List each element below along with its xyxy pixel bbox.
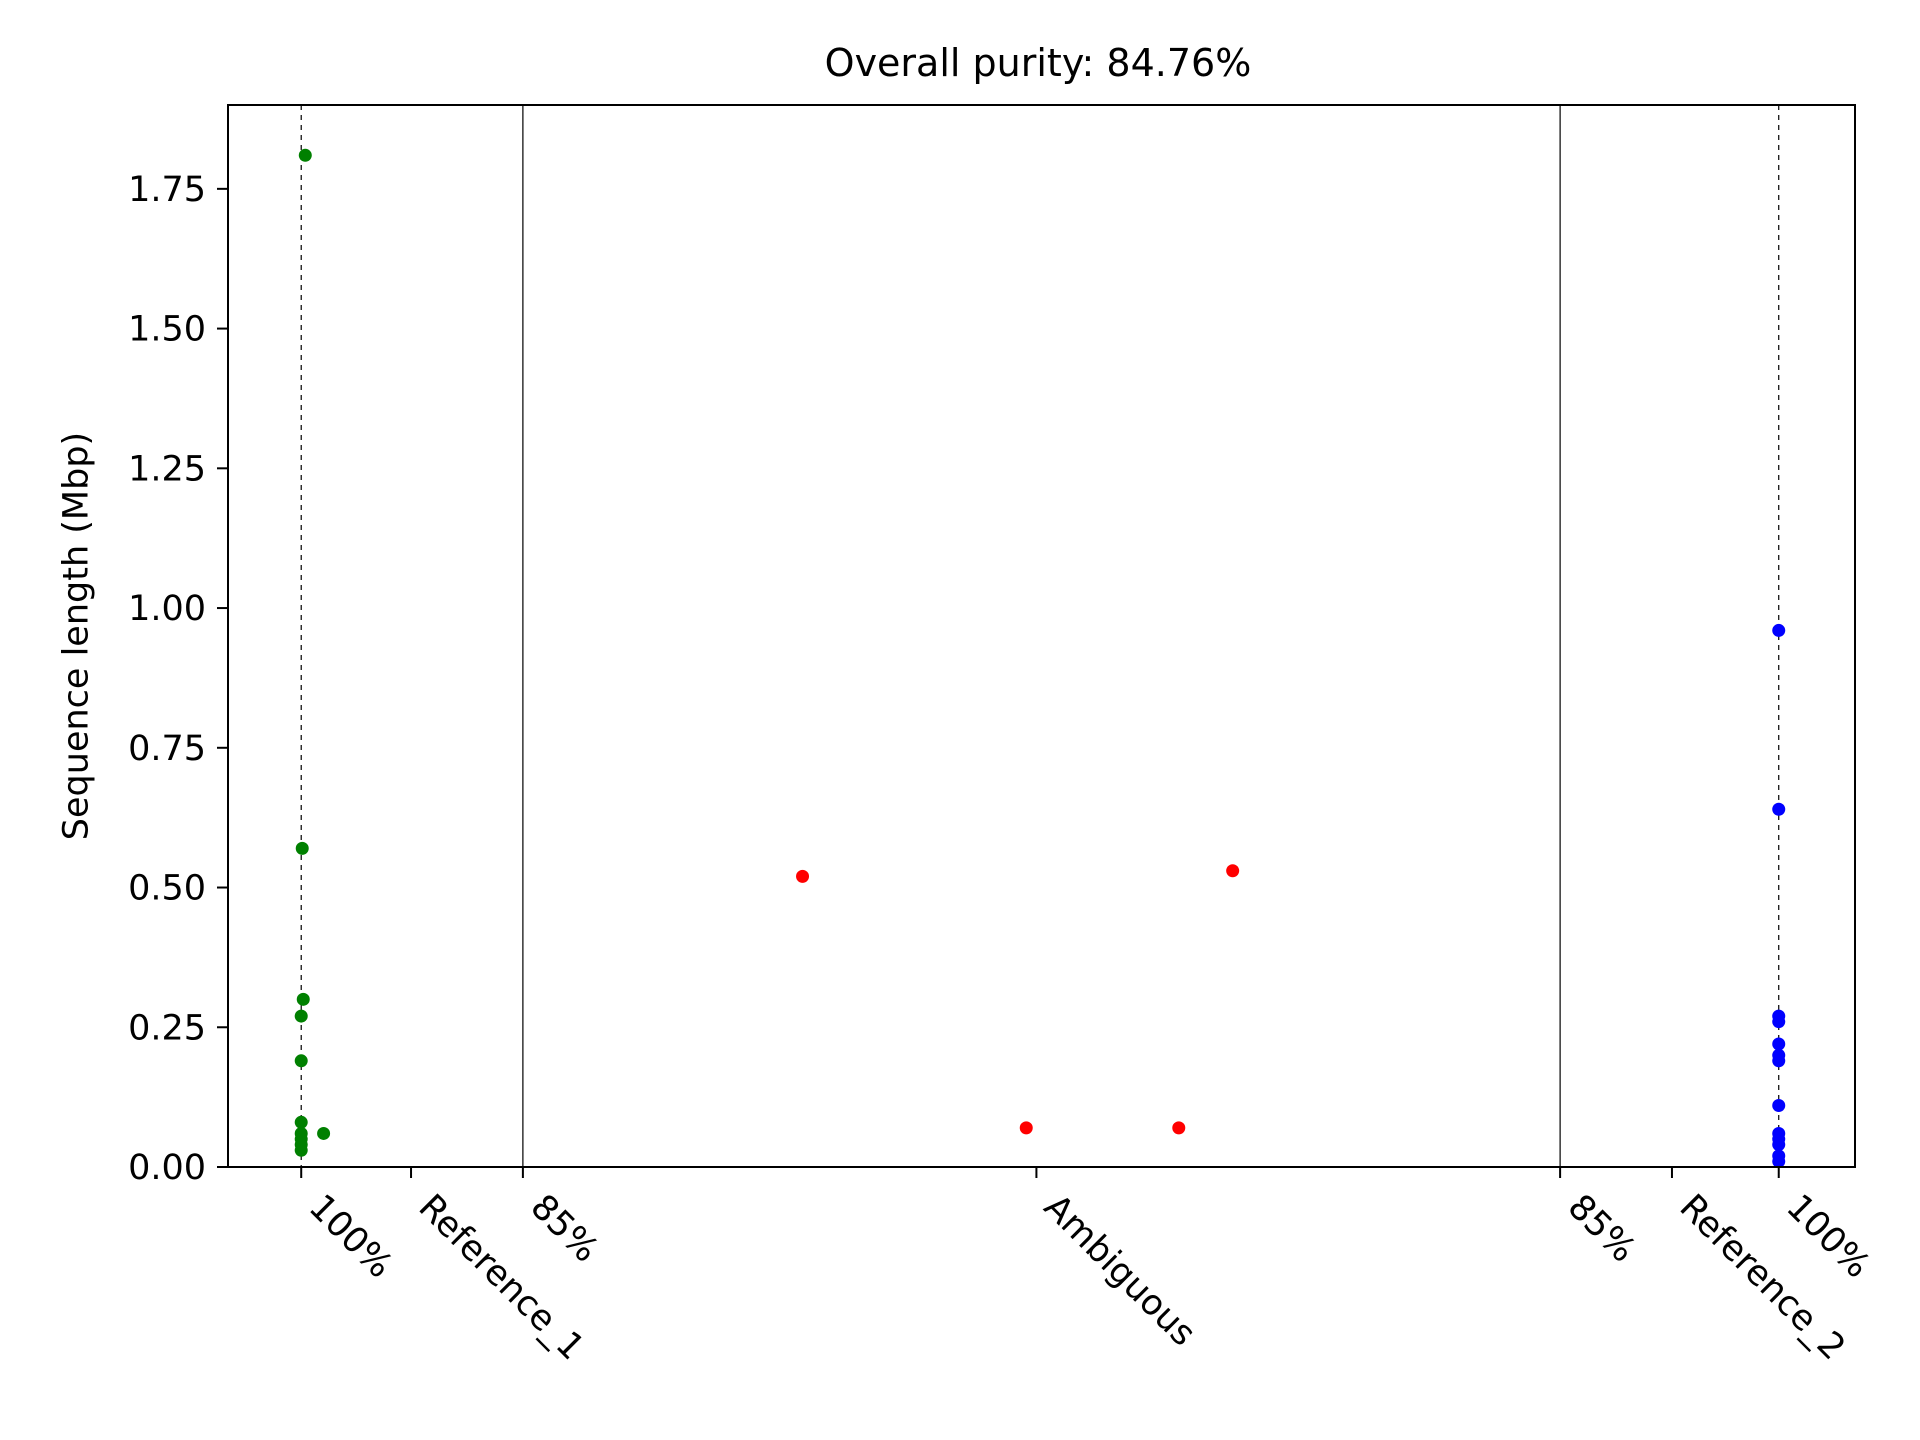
data-point-s3-p7 [1772, 1054, 1786, 1068]
data-point-s3-p11 [1772, 1138, 1786, 1152]
y-tick-label-5: 1.00 [128, 589, 206, 629]
data-point-s3-p5 [1772, 1037, 1786, 1051]
x-tick-label-7: 100% [1778, 1187, 1877, 1286]
data-point-s1-p11 [317, 1126, 331, 1140]
y-tick-label-7: 1.50 [128, 310, 206, 350]
y-tick-label-1: 0.00 [128, 1148, 206, 1188]
x-tick-label-1: 100% [301, 1187, 400, 1286]
x-tick-label-3: 85% [523, 1187, 606, 1270]
y-tick-label-2: 0.25 [128, 1008, 206, 1048]
data-point-s2-p1 [796, 869, 810, 883]
data-point-s3-p8 [1772, 1099, 1786, 1113]
data-point-s3-p13 [1772, 1154, 1786, 1168]
plot-frame [227, 104, 1856, 1168]
data-point-s1-p2 [295, 841, 309, 855]
data-point-s1-p6 [294, 1115, 308, 1129]
y-tick-label-3: 0.50 [128, 869, 206, 909]
data-point-s1-p3 [296, 992, 310, 1006]
data-point-s3-p4 [1772, 1015, 1786, 1029]
data-point-s2-p3 [1172, 1121, 1186, 1135]
data-point-s1-p10 [294, 1143, 308, 1157]
y-tick-label-6: 1.25 [128, 449, 206, 489]
x-tick-label-4: Ambiguous [1036, 1187, 1203, 1354]
data-point-s3-p2 [1772, 802, 1786, 816]
data-point-s3-p1 [1772, 623, 1786, 637]
data-point-s1-p1 [298, 148, 312, 162]
chart-title: Overall purity: 84.76% [825, 41, 1252, 85]
data-point-s1-p5 [294, 1054, 308, 1068]
data-point-s1-p4 [294, 1009, 308, 1023]
x-tick-label-5: 85% [1560, 1187, 1643, 1270]
y-tick-label-4: 0.75 [128, 729, 206, 769]
data-point-s2-p4 [1226, 864, 1240, 878]
y-tick-label-8: 1.75 [128, 170, 206, 210]
y-axis-label: Sequence length (Mbp) [56, 432, 96, 840]
data-point-s2-p2 [1019, 1121, 1033, 1135]
